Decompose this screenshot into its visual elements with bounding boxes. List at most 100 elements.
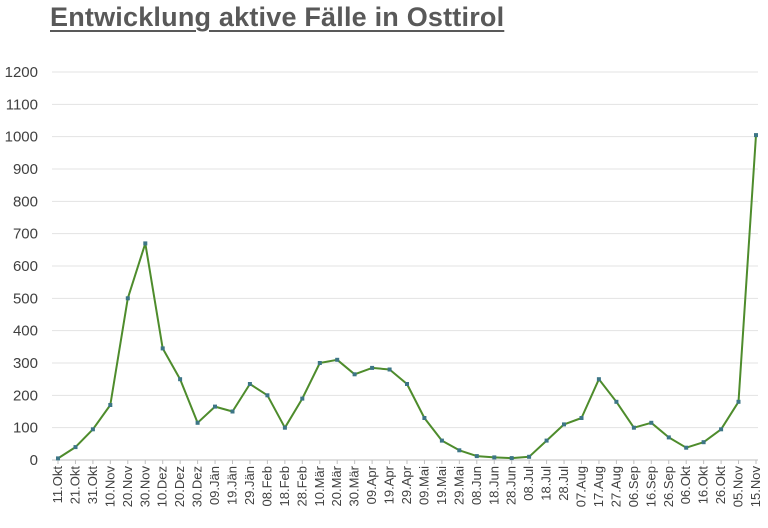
x-tick-label: 07.Aug (574, 466, 589, 507)
x-tick-label: 21.Okt (67, 466, 82, 505)
y-tick-label: 700 (13, 226, 38, 243)
data-point (719, 427, 724, 432)
x-tick-label: 26.Okt (713, 466, 728, 505)
chart-title: Entwicklung aktive Fälle in Osttirol (50, 2, 505, 32)
data-point (527, 454, 532, 459)
y-tick-label: 1000 (5, 129, 38, 146)
data-point (439, 438, 444, 443)
data-point (631, 425, 636, 430)
x-tick-label: 20.Dez (172, 466, 187, 507)
x-tick-label: 11.Okt (50, 466, 65, 504)
x-tick-label: 20.Mär (329, 465, 344, 506)
x-tick-label: 05.Nov (731, 466, 746, 508)
data-point (265, 393, 270, 398)
data-point (492, 455, 497, 460)
data-point (596, 377, 601, 382)
data-point (736, 399, 741, 404)
data-point (701, 440, 706, 445)
x-tick-label: 09.Jän (207, 466, 222, 505)
x-tick-label: 15.Nov (748, 466, 763, 508)
y-tick-label: 500 (13, 290, 38, 307)
x-tick-label: 28.Feb (294, 466, 309, 506)
y-axis-ticks: 0 100 200 300 400 500 600 700 800 900 1000 1100 1200 (5, 64, 38, 469)
data-point (754, 133, 758, 138)
data-point (562, 422, 566, 427)
data-point (125, 296, 130, 301)
data-point (195, 420, 200, 425)
x-tick-label: 27.Aug (608, 466, 623, 507)
data-point (247, 382, 252, 386)
data-point (370, 365, 375, 370)
x-tick-label: 29.Apr (399, 465, 414, 504)
y-tick-label: 600 (13, 258, 38, 275)
data-point (317, 361, 322, 365)
data-point (108, 403, 113, 407)
x-tick-label: 19.Apr (382, 465, 397, 504)
x-tick-label: 26.Sep (661, 466, 676, 507)
data-point (422, 416, 427, 420)
data-point (335, 357, 340, 362)
series-active-cases (56, 133, 758, 461)
x-tick-label: 29.Mai (451, 466, 466, 505)
x-tick-label: 06.Okt (678, 466, 693, 505)
x-tick-label: 09.Apr (364, 465, 379, 504)
data-point (684, 445, 689, 450)
y-tick-label: 900 (13, 161, 38, 178)
data-point (387, 367, 392, 372)
data-point (300, 396, 305, 401)
x-tick-label: 16.Okt (696, 466, 711, 505)
x-tick-label: 10.Nov (102, 466, 117, 508)
data-point (544, 438, 549, 443)
data-point (282, 425, 287, 430)
y-tick-label: 0 (30, 452, 38, 469)
x-tick-label: 30.Nov (137, 466, 152, 508)
data-point (352, 372, 357, 377)
x-tick-label: 28.Jul (556, 466, 571, 501)
y-tick-label: 100 (13, 420, 38, 437)
data-point (474, 454, 479, 459)
data-point (73, 445, 78, 450)
gridlines (52, 71, 758, 461)
data-point (509, 456, 514, 461)
x-tick-label: 08.Jul (521, 466, 536, 501)
x-tick-label: 31.Okt (85, 466, 100, 505)
x-tick-label: 18.Feb (277, 466, 292, 506)
data-point (160, 346, 165, 351)
x-tick-label: 19.Jän (225, 466, 240, 505)
x-tick-label: 30.Mär (347, 465, 362, 506)
data-point (178, 377, 183, 382)
data-point (213, 404, 217, 409)
x-tick-label: 19.Mai (434, 466, 449, 505)
x-tick-label: 29.Jän (242, 466, 257, 505)
data-point (614, 399, 619, 404)
data-point (666, 435, 671, 440)
series-line (57, 135, 757, 460)
x-tick-label: 18.Jun (486, 466, 501, 505)
x-tick-label: 08.Feb (259, 466, 274, 506)
x-tick-label: 30.Dez (190, 466, 205, 507)
x-tick-label: 18.Jul (539, 466, 554, 501)
data-point (405, 382, 409, 386)
x-tick-label: 17.Aug (591, 466, 606, 507)
x-tick-label: 20.Nov (120, 466, 135, 508)
data-point (56, 456, 60, 461)
data-point (649, 420, 654, 425)
data-point (457, 448, 462, 453)
x-tick-label: 10.Mär (312, 465, 327, 506)
x-tick-label: 10.Dez (155, 466, 170, 507)
y-tick-label: 300 (13, 355, 38, 372)
y-tick-label: 800 (13, 193, 38, 210)
x-tick-label: 09.Mai (416, 466, 431, 505)
data-point (143, 241, 148, 246)
x-tick-label: 08.Jun (469, 466, 484, 505)
y-tick-label: 400 (13, 323, 38, 340)
y-tick-label: 200 (13, 387, 38, 404)
x-tick-label: 06.Sep (626, 466, 641, 507)
data-point (579, 416, 584, 420)
y-tick-label: 1200 (5, 64, 38, 81)
y-tick-label: 1100 (6, 96, 38, 113)
data-point (90, 427, 95, 432)
x-tick-label: 16.Sep (643, 466, 658, 507)
